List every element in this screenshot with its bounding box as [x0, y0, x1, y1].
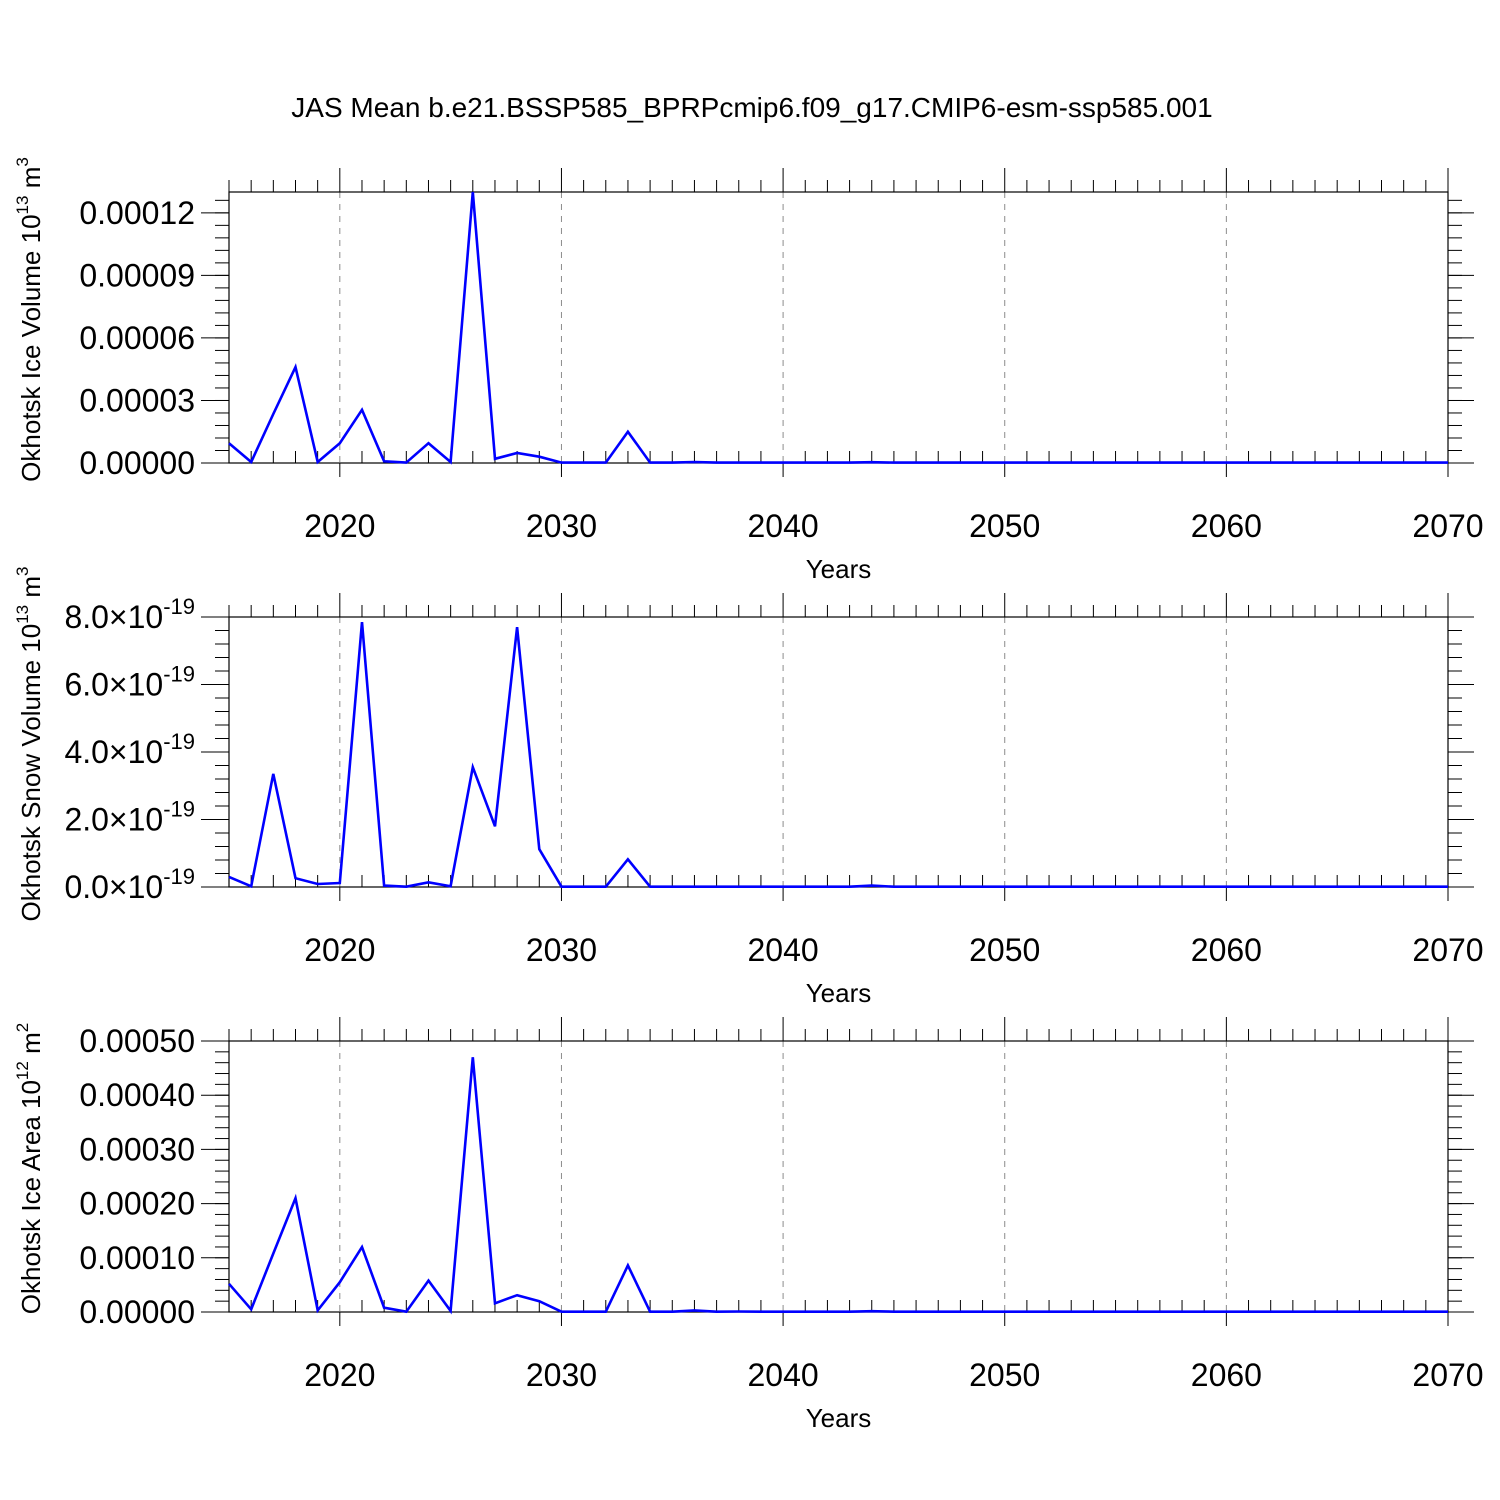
- y-axis-title-unit: m: [16, 167, 46, 196]
- x-tick-label: 2030: [526, 932, 597, 968]
- x-tick-label: 2050: [969, 508, 1040, 544]
- y-tick-mantissa: 0.00040: [79, 1077, 195, 1113]
- y-tick-mantissa: 0.00000: [79, 1294, 195, 1330]
- y-tick-exponent: -19: [163, 864, 195, 889]
- figure-title: JAS Mean b.e21.BSSP585_BPRPcmip6.f09_g17…: [291, 92, 1212, 123]
- y-tick-times-ten: ×10: [109, 667, 163, 703]
- x-axis-title: Years: [806, 1403, 872, 1433]
- y-axis-title-text: Okhotsk Ice Area 10: [16, 1080, 46, 1314]
- x-tick-label: 2070: [1412, 932, 1483, 968]
- plot-frame: [228, 191, 1449, 464]
- x-tick-label: 2070: [1412, 1357, 1483, 1393]
- y-axis-title-unit: m: [16, 576, 46, 605]
- x-axis-title: Years: [806, 554, 872, 584]
- y-tick-label: 2.0×10-19: [64, 797, 195, 838]
- y-tick-label: 0.00030: [79, 1131, 195, 1167]
- series-line: [228, 191, 1448, 465]
- x-axis-title: Years: [806, 978, 872, 1008]
- y-axis-title-unit: m: [16, 1032, 46, 1061]
- x-tick-label: 2040: [747, 932, 818, 968]
- x-tick-label: 2020: [304, 932, 375, 968]
- y-tick-label: 0.00000: [79, 445, 195, 481]
- y-tick-mantissa: 0.00010: [79, 1240, 195, 1276]
- y-axis-title-unit-exponent: 3: [13, 157, 32, 166]
- x-tick-label: 2070: [1412, 508, 1483, 544]
- y-axis-title-exponent: 12: [13, 1061, 32, 1080]
- x-tick-label: 2060: [1191, 932, 1262, 968]
- y-axis-title: Okhotsk Snow Volume 1013 m3: [13, 567, 46, 922]
- y-tick-label: 0.00006: [79, 320, 195, 356]
- y-axis-title-exponent: 13: [13, 196, 32, 215]
- y-tick-mantissa: 0.00012: [79, 195, 195, 231]
- y-tick-mantissa: 8.0: [64, 599, 108, 635]
- y-axis-title-unit-exponent: 3: [13, 567, 32, 576]
- y-axis-title-unit-exponent: 2: [13, 1023, 32, 1032]
- y-tick-mantissa: 0.00003: [79, 382, 195, 418]
- y-tick-label: 8.0×10-19: [64, 594, 195, 635]
- y-axis-title: Okhotsk Ice Volume 1013 m3: [13, 157, 46, 482]
- y-tick-mantissa: 2.0: [64, 802, 108, 838]
- y-tick-times-ten: ×10: [109, 869, 163, 905]
- y-axis-title-exponent: 13: [13, 605, 32, 624]
- y-tick-label: 0.0×10-19: [64, 864, 195, 905]
- plot-frame: [228, 1040, 1449, 1313]
- x-tick-label: 2060: [1191, 1357, 1262, 1393]
- panels-group: 0.00000 0.00003 0.00006 0.00009 0.00012 2020 2…: [13, 157, 1484, 1433]
- series-line: [228, 621, 1448, 889]
- x-tick-label: 2020: [304, 1357, 375, 1393]
- y-tick-mantissa: 0.00009: [79, 257, 195, 293]
- y-tick-mantissa: 0.00030: [79, 1131, 195, 1167]
- y-tick-mantissa: 0.00006: [79, 320, 195, 356]
- y-tick-times-ten: ×10: [109, 734, 163, 770]
- y-tick-label: 0.00040: [79, 1077, 195, 1113]
- y-tick-mantissa: 0.00000: [79, 445, 195, 481]
- y-tick-mantissa: 4.0: [64, 734, 108, 770]
- y-tick-mantissa: 0.00050: [79, 1023, 195, 1059]
- y-tick-mantissa: 0.00020: [79, 1186, 195, 1222]
- y-tick-label: 0.00003: [79, 382, 195, 418]
- x-tick-label: 2040: [747, 1357, 818, 1393]
- y-tick-exponent: -19: [163, 594, 195, 619]
- x-tick-label: 2050: [969, 1357, 1040, 1393]
- y-tick-label: 0.00010: [79, 1240, 195, 1276]
- chart-panel-3: 0.00000 0.00010 0.00020 0.00030 0.00040 0.000…: [13, 1017, 1484, 1433]
- y-tick-exponent: -19: [163, 662, 195, 687]
- x-tick-label: 2060: [1191, 508, 1262, 544]
- y-tick-exponent: -19: [163, 797, 195, 822]
- y-tick-label: 0.00009: [79, 257, 195, 293]
- y-tick-label: 0.00000: [79, 1294, 195, 1330]
- y-axis-title-text: Okhotsk Snow Volume 10: [16, 624, 46, 922]
- plot-frame: [228, 616, 1449, 888]
- x-tick-label: 2030: [526, 508, 597, 544]
- y-tick-mantissa: 6.0: [64, 667, 108, 703]
- y-tick-label: 0.00050: [79, 1023, 195, 1059]
- x-tick-label: 2050: [969, 932, 1040, 968]
- y-tick-exponent: -19: [163, 729, 195, 754]
- y-axis-title-text: Okhotsk Ice Volume 10: [16, 214, 46, 481]
- x-tick-label: 2030: [526, 1357, 597, 1393]
- y-tick-mantissa: 0.0: [64, 869, 108, 905]
- series-line: [228, 1057, 1448, 1315]
- y-tick-label: 4.0×10-19: [64, 729, 195, 770]
- y-tick-label: 0.00020: [79, 1186, 195, 1222]
- x-tick-label: 2040: [747, 508, 818, 544]
- chart-panel-1: 0.00000 0.00003 0.00006 0.00009 0.00012 2020 2…: [13, 157, 1484, 584]
- y-tick-label: 6.0×10-19: [64, 662, 195, 703]
- y-tick-times-ten: ×10: [109, 802, 163, 838]
- y-axis-title: Okhotsk Ice Area 1012 m2: [13, 1023, 46, 1314]
- y-tick-label: 0.00012: [79, 195, 195, 231]
- chart-panel-2: 0.0×10-192.0×10-194.0×10-196.0×10-198.0×…: [13, 567, 1484, 1009]
- y-tick-times-ten: ×10: [109, 599, 163, 635]
- x-tick-label: 2020: [304, 508, 375, 544]
